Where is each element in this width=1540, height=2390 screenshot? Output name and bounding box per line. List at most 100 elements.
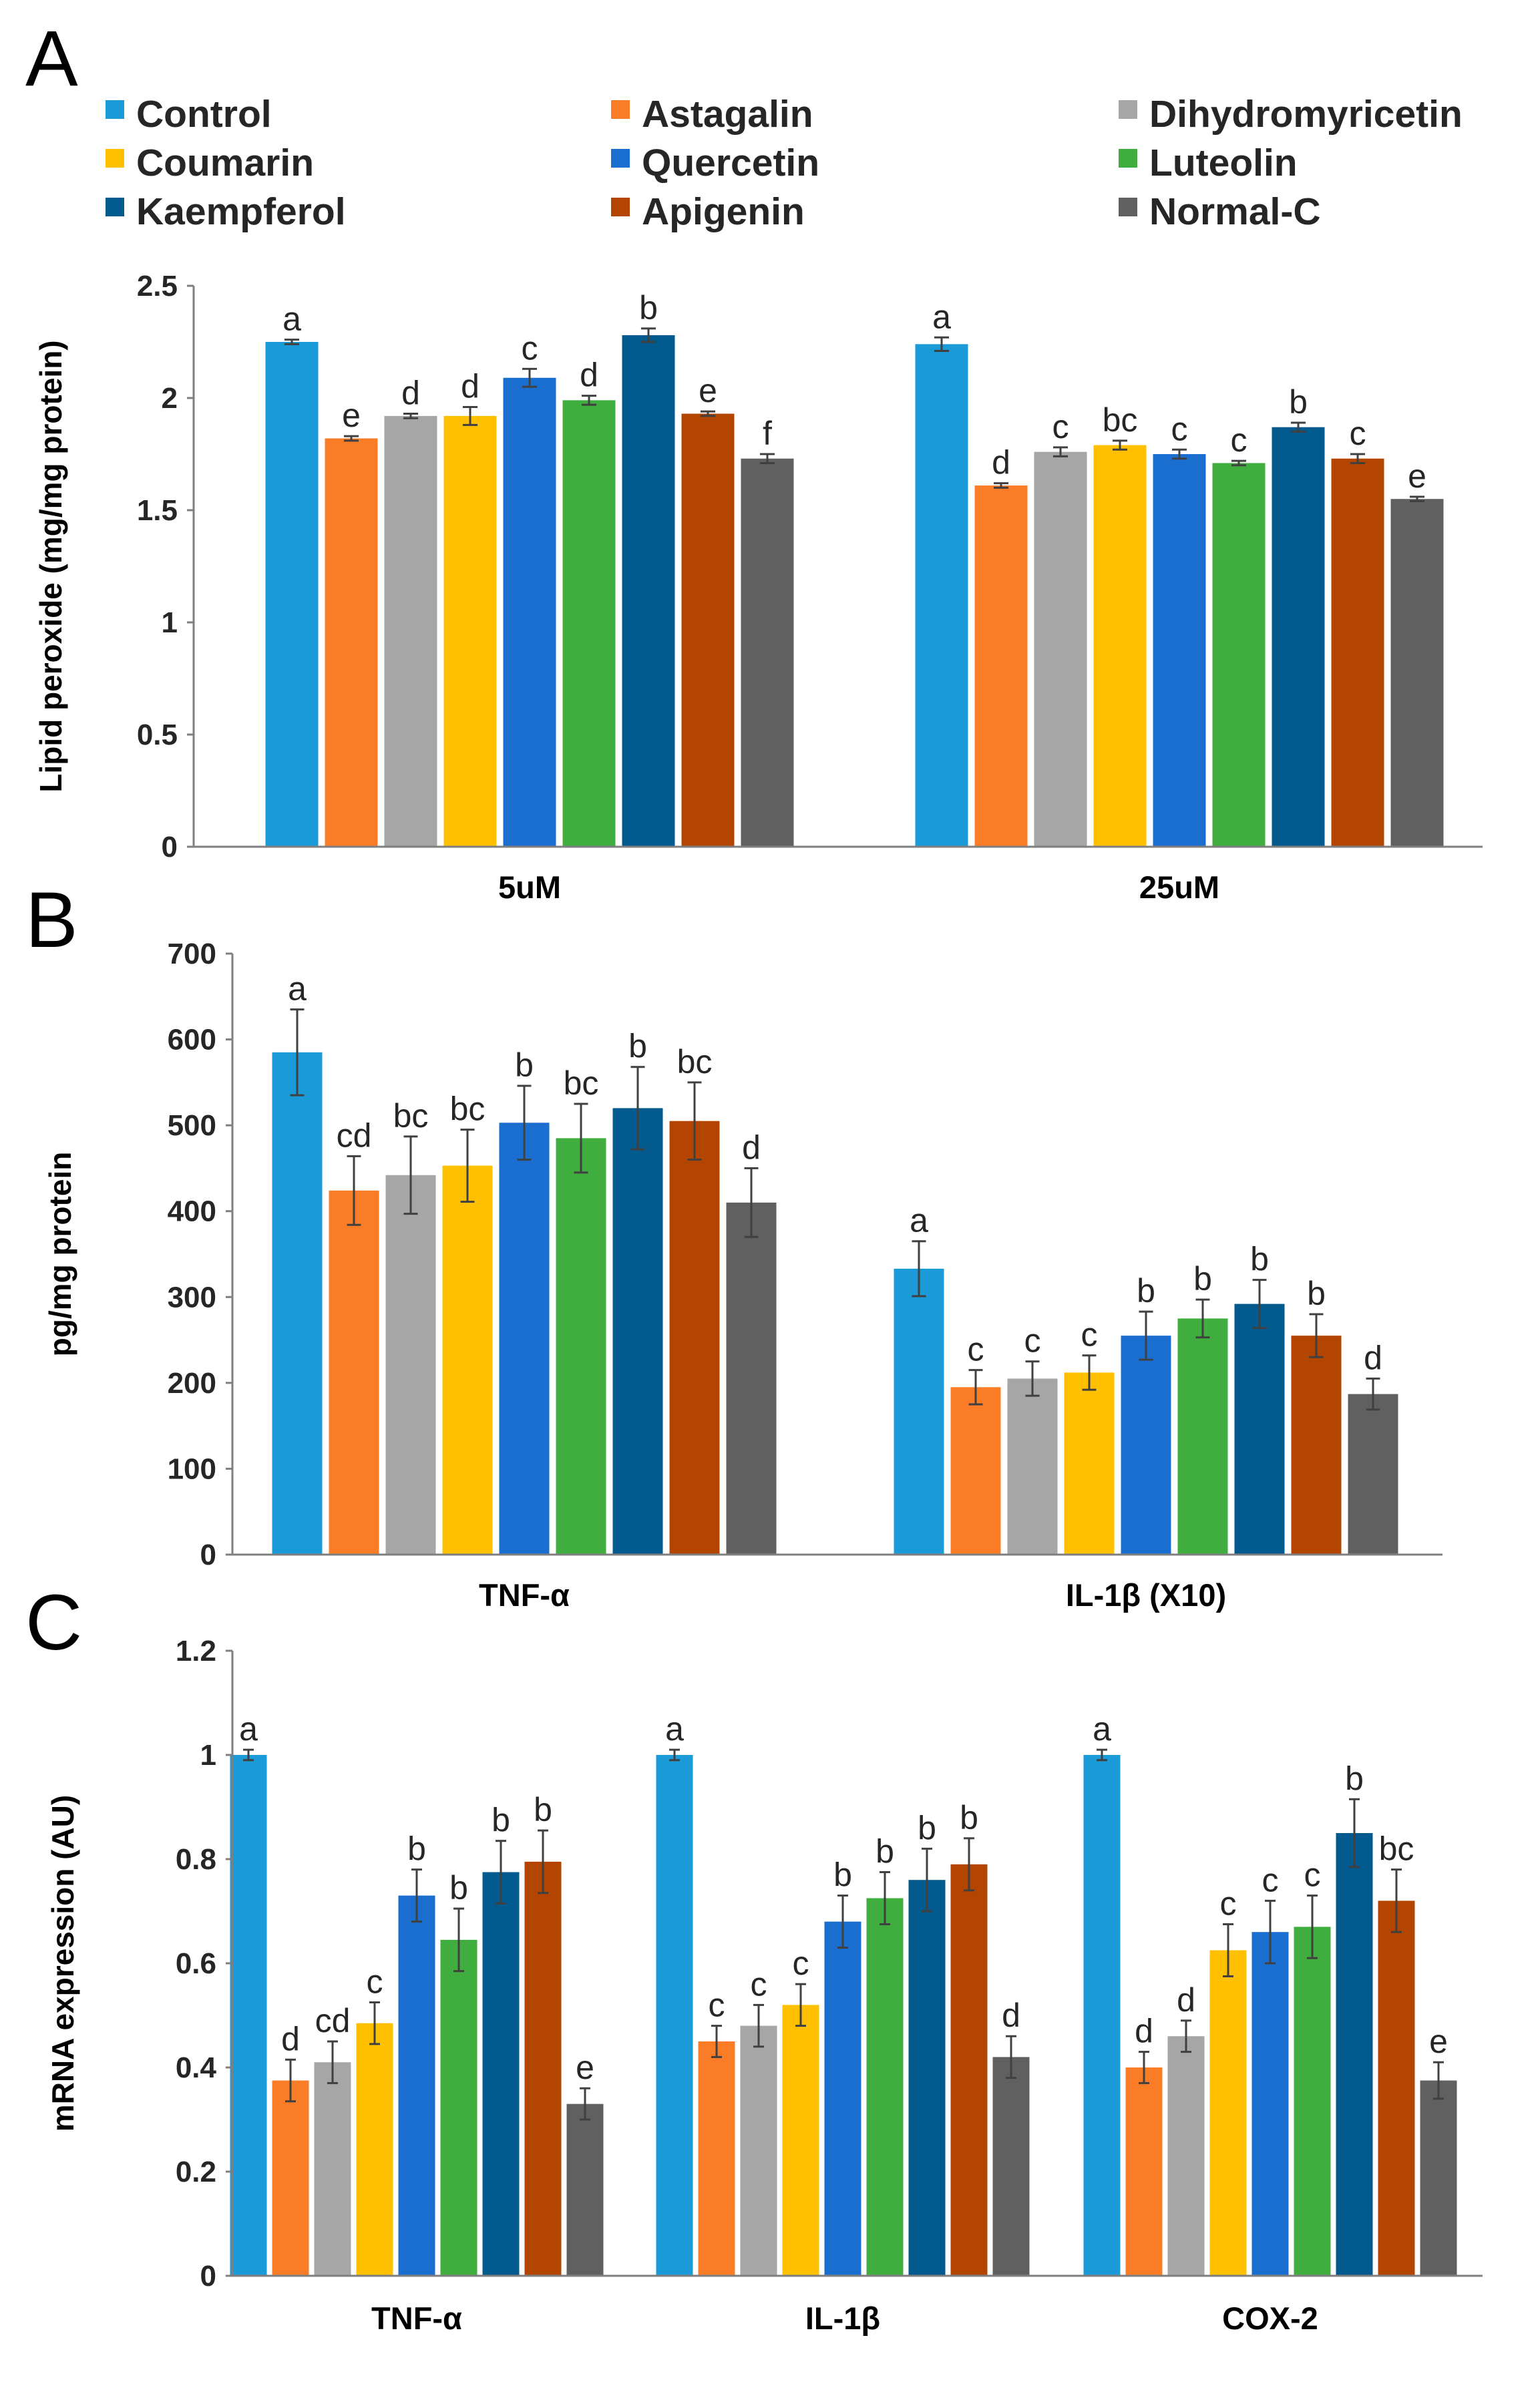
significance-label: e [342,397,361,434]
legend-label-astagalin: Astagalin [642,93,813,136]
legend-swatch-astagalin [611,100,630,119]
bar-quercetin-il-1 [824,1921,861,2276]
significance-label: a [665,1710,684,1748]
bar-astagalin-cox-2 [1125,2067,1163,2276]
bar-astagalin-5um [325,438,378,847]
bar-coumarin-25um [1093,445,1147,847]
y-tick-label: 2.5 [137,270,178,303]
bar-quercetin-25um [1153,454,1206,847]
legend-label-dihydromyricetin: Dihydromyricetin [1149,93,1463,136]
bar-kaempferol-tnf [612,1108,663,1555]
bar-control-25um [915,344,968,847]
significance-label: c [1081,1316,1098,1354]
significance-label: b [639,289,658,327]
significance-label: b [492,1802,510,1839]
y-tick-label: 1.5 [137,494,178,527]
legend-swatch-normal-c [1119,198,1137,216]
legend-label-quercetin: Quercetin [642,142,819,184]
significance-label: d [580,357,598,394]
bar-coumarin-il-1 [782,2005,819,2276]
bar-luteolin-tnf [556,1138,606,1555]
significance-label: a [910,1202,928,1239]
significance-label: bc [393,1097,429,1135]
bar-luteolin-5um [562,400,616,847]
bar-apigenin-5um [681,413,735,847]
significance-label: e [699,372,717,409]
legend-swatch-dihydromyricetin [1119,100,1137,119]
significance-label: c [367,1963,383,2001]
legend-label-control: Control [136,93,272,136]
y-tick-label: 1 [200,1739,216,1772]
significance-label: c [1231,421,1247,459]
bar-luteolin-il-1-x10 [1177,1318,1228,1555]
y-tick-label: 0.2 [176,2156,216,2188]
significance-label: c [751,1965,767,2003]
bar-normal-c-il-1-x10 [1348,1394,1398,1555]
bar-kaempferol-tnf [482,1872,520,2276]
significance-label: c [1350,415,1366,452]
bar-kaempferol-25um [1272,427,1325,847]
legend-label-kaempferol: Kaempferol [136,190,346,233]
significance-label: e [576,2049,594,2086]
significance-label: d [1002,1997,1020,2034]
bar-coumarin-tnf [356,2023,393,2276]
significance-label: d [992,444,1010,481]
significance-label: b [876,1833,894,1870]
significance-label: b [1345,1760,1364,1797]
significance-label: c [522,329,538,367]
y-tick-label: 0.5 [137,719,178,751]
x-category-label-il-1-x10: IL-1β (X10) [1066,1577,1226,1613]
significance-label: b [833,1856,852,1894]
bar-dihydromyricetin-cox-2 [1167,2036,1205,2276]
bar-coumarin-5um [443,415,497,847]
significance-label: b [628,1028,647,1065]
legend-swatch-quercetin [611,149,630,168]
significance-label: b [534,1791,552,1828]
bar-dihydromyricetin-tnf [314,2062,351,2276]
significance-label: b [1193,1260,1212,1298]
significance-label: c [968,1331,984,1368]
bar-normal-c-tnf [726,1202,777,1555]
significance-label: a [1093,1710,1111,1748]
significance-label: f [763,415,772,452]
y-tick-label: 0 [162,831,178,863]
legend-swatch-coumarin [106,149,124,168]
bar-apigenin-25um [1331,458,1384,847]
significance-label: c [1262,1861,1279,1899]
y-axis-title: mRNA expression (AU) [45,1795,80,2132]
legend: Control Astagalin Dihydromyricetin Coumarin… [106,93,1463,233]
significance-label: a [282,301,301,338]
legend-label-apigenin: Apigenin [642,190,805,233]
significance-label: cd [315,2002,351,2039]
y-tick-label: 300 [168,1281,216,1314]
bar-coumarin-tnf [442,1165,493,1555]
y-tick-label: 400 [168,1195,216,1228]
bar-kaempferol-il-1 [908,1880,946,2276]
x-category-label-5um: 5uM [498,869,561,905]
y-tick-label: 0.8 [176,1843,216,1876]
bar-astagalin-tnf [272,2080,309,2276]
bar-control-5um [265,342,319,847]
bar-control-tnf [230,1755,267,2276]
significance-label: c [793,1945,809,1982]
panel-letter-b: B [25,876,78,964]
y-tick-label: 0 [200,1539,216,1571]
bar-normal-c-5um [741,458,794,847]
significance-label: d [1135,2013,1153,2050]
x-category-label-25um: 25uM [1139,869,1219,905]
significance-label: d [281,2020,300,2057]
bar-control-cox-2 [1083,1755,1121,2276]
x-category-label-il-1: IL-1β [805,2301,880,2336]
y-tick-label: 0.6 [176,1947,216,1980]
significance-label: d [1177,1981,1195,2019]
significance-label: c [709,1987,725,2024]
significance-label: b [1137,1272,1155,1310]
bar-apigenin-il-1-x10 [1291,1336,1342,1555]
legend-label-luteolin: Luteolin [1149,142,1298,184]
bar-kaempferol-il-1-x10 [1234,1304,1285,1555]
bar-quercetin-5um [503,377,556,847]
bar-kaempferol-5um [622,335,675,847]
x-category-label-cox-2: COX-2 [1222,2301,1318,2336]
y-tick-label: 700 [168,938,216,970]
significance-label: cd [337,1117,372,1154]
